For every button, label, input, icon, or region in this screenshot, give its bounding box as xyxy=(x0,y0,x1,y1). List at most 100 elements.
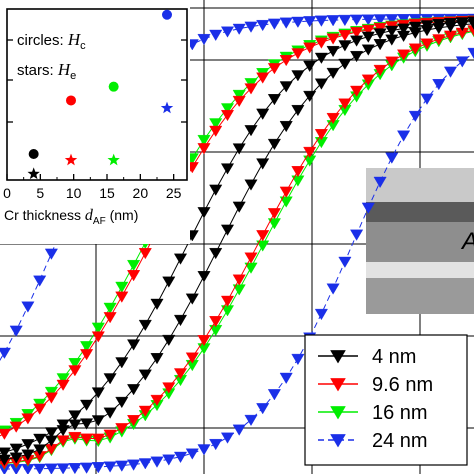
data-point xyxy=(432,34,446,46)
data-point xyxy=(115,281,129,293)
data-point xyxy=(91,322,105,334)
data-point xyxy=(467,47,474,60)
data-point xyxy=(455,17,469,29)
data-point xyxy=(209,125,223,137)
data-point xyxy=(21,301,35,313)
data-point xyxy=(0,347,11,359)
data-point xyxy=(150,298,164,310)
data-point xyxy=(209,248,223,260)
data-point xyxy=(256,108,270,120)
data-point xyxy=(385,25,399,37)
data-point xyxy=(432,79,446,91)
data-point xyxy=(197,444,211,456)
legend-marker xyxy=(330,350,346,364)
data-point xyxy=(150,353,164,365)
data-point xyxy=(432,19,446,31)
data-point xyxy=(80,349,94,361)
data-point xyxy=(115,396,129,409)
data-point xyxy=(232,274,246,286)
inset-hc-point xyxy=(162,9,172,20)
data-point xyxy=(44,427,58,439)
data-point xyxy=(314,129,328,141)
data-point xyxy=(33,463,47,474)
data-point xyxy=(385,56,399,68)
inset-x-tick-label: 15 xyxy=(99,185,115,201)
data-point xyxy=(408,21,422,33)
data-point xyxy=(185,293,199,305)
data-point xyxy=(197,135,211,147)
inset-chart: 0 5 10 15 20 25 circles: Hc stars: He Cr thick… xyxy=(0,0,190,244)
data-point xyxy=(303,42,317,54)
layer-stack-schematic: A xyxy=(366,168,474,314)
data-point xyxy=(185,352,199,364)
data-point xyxy=(80,399,94,411)
data-point xyxy=(455,56,469,68)
data-point xyxy=(115,423,129,435)
data-point xyxy=(267,18,281,30)
data-point xyxy=(279,372,293,384)
data-point xyxy=(373,39,387,51)
data-point xyxy=(138,319,152,331)
data-point xyxy=(33,433,47,445)
data-point xyxy=(80,462,94,474)
data-point xyxy=(138,369,152,381)
legend-label: 4 nm xyxy=(372,346,416,368)
data-point xyxy=(326,113,340,125)
data-point xyxy=(209,184,223,196)
data-point xyxy=(68,432,82,444)
data-point xyxy=(68,410,82,422)
data-point xyxy=(162,382,176,394)
data-point xyxy=(256,230,270,242)
data-point xyxy=(397,130,411,142)
data-point xyxy=(467,25,474,37)
inset-he-point xyxy=(107,153,120,166)
data-point xyxy=(162,276,176,288)
data-point xyxy=(209,29,223,41)
data-point xyxy=(350,85,364,97)
data-point xyxy=(338,30,352,42)
data-point xyxy=(408,110,422,122)
data-point xyxy=(291,166,305,178)
data-point xyxy=(232,95,246,107)
data-point xyxy=(326,46,340,58)
inset-x-axis-label: Cr thickness dAF (nm) xyxy=(4,207,138,227)
data-point xyxy=(443,18,458,30)
data-point xyxy=(314,15,328,27)
data-point xyxy=(56,373,70,385)
data-point xyxy=(127,384,141,396)
data-point xyxy=(0,428,11,440)
data-point xyxy=(244,125,258,137)
data-point xyxy=(385,14,399,26)
data-point xyxy=(361,74,375,86)
data-point xyxy=(68,358,82,370)
data-point xyxy=(44,392,58,404)
data-point xyxy=(209,316,223,328)
data-point xyxy=(244,21,258,33)
data-point xyxy=(21,413,35,425)
data-point xyxy=(326,283,340,295)
data-point xyxy=(267,389,281,401)
legend-label: 24 nm xyxy=(372,430,428,452)
data-point xyxy=(68,463,82,474)
data-point xyxy=(103,461,117,473)
inset-hc-point xyxy=(108,81,119,92)
data-point xyxy=(326,67,340,79)
data-point xyxy=(103,407,117,419)
data-point xyxy=(256,158,270,170)
data-point xyxy=(267,94,281,106)
data-point xyxy=(220,295,235,307)
data-point xyxy=(138,248,152,260)
data-point xyxy=(220,103,235,115)
data-point xyxy=(127,339,141,351)
series-guide-line xyxy=(0,18,474,361)
inset-hc-point xyxy=(66,95,76,106)
data-point xyxy=(256,72,270,84)
data-point xyxy=(209,118,223,130)
data-point xyxy=(326,33,340,45)
data-point xyxy=(350,14,364,26)
legend-item: 9.6 nm xyxy=(318,374,433,396)
data-point xyxy=(314,37,328,49)
data-point xyxy=(361,24,375,36)
data-point xyxy=(44,463,58,474)
data-point xyxy=(44,386,58,398)
